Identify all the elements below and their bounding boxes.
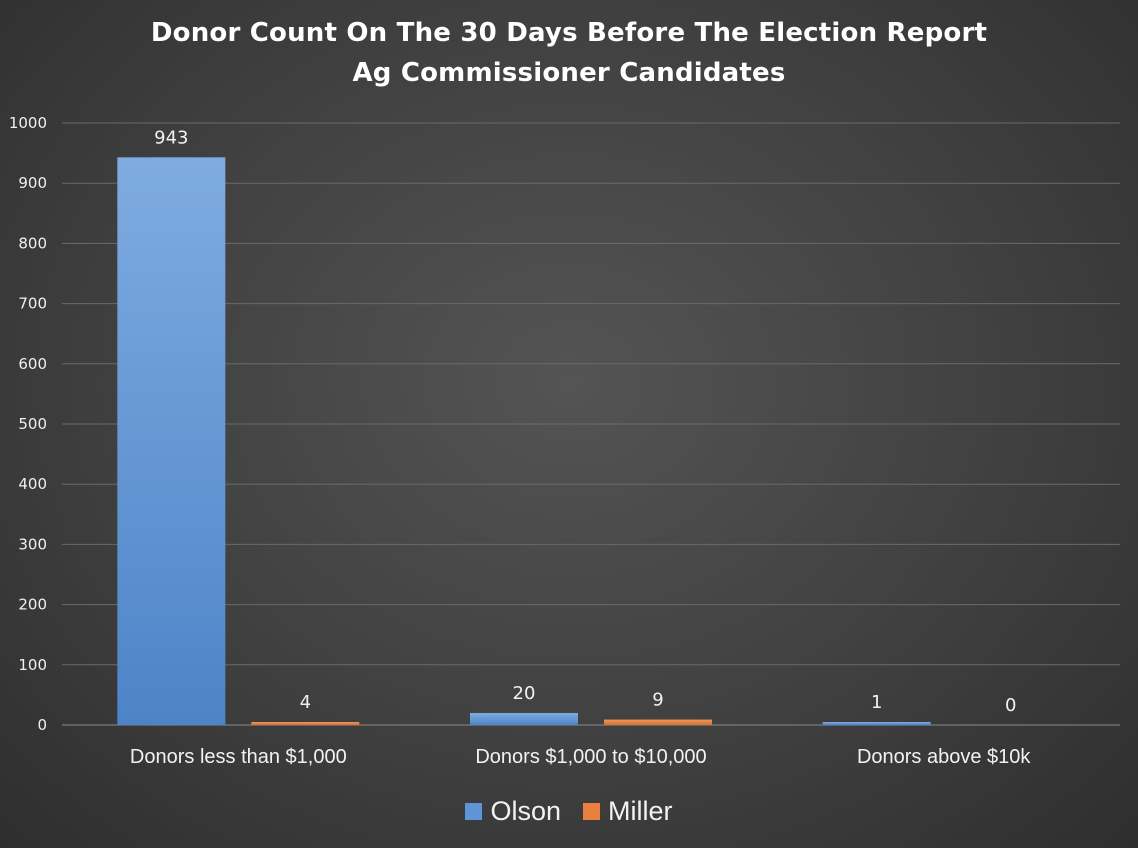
y-tick-label: 700	[18, 295, 47, 313]
data-label-olson-1: 20	[513, 683, 536, 704]
legend-swatch	[465, 803, 482, 820]
bar-olson-0	[117, 157, 225, 725]
data-label-miller-2: 0	[1005, 695, 1016, 716]
plot-area: 01002003004005006007008009001000 9434 20 9…	[0, 0, 1138, 848]
chart: Donor Count On The 30 Days Before The El…	[0, 0, 1138, 848]
data-labels: 943 4 20 9 1 0	[154, 127, 1016, 716]
bar-olson-1	[470, 713, 578, 725]
x-tick-label: Donors above $10k	[857, 746, 1031, 768]
legend-item-miller: Miller	[583, 796, 673, 827]
data-label-miller-0: 4	[300, 692, 311, 713]
y-tick-label: 1000	[9, 114, 47, 132]
y-tick-label: 100	[18, 656, 47, 674]
data-label-olson-2: 1	[871, 692, 882, 713]
bar-miller-0	[251, 722, 359, 725]
bar-miller-1	[604, 720, 712, 725]
data-label-miller-1: 9	[652, 690, 663, 711]
x-axis-ticks: Donors less than $1,000 Donors $1,000 to …	[130, 746, 1031, 768]
legend-label: Miller	[608, 796, 673, 827]
legend-item-olson: Olson	[465, 796, 561, 827]
y-tick-label: 500	[18, 415, 47, 433]
y-tick-label: 300	[18, 535, 47, 553]
legend-label: Olson	[490, 796, 561, 827]
y-axis-ticks: 0 100 200 300 400 500 600 700 800 900 1000	[9, 114, 47, 734]
x-tick-label: Donors $1,000 to $10,000	[475, 746, 706, 768]
y-tick-label: 0	[37, 716, 47, 734]
legend: Olson Miller	[0, 796, 1138, 827]
legend-swatch	[583, 803, 600, 820]
bars	[117, 157, 930, 725]
y-tick-label: 800	[18, 234, 47, 252]
data-label-olson-0: 943	[154, 127, 188, 148]
y-tick-label: 900	[18, 174, 47, 192]
bar-olson-2	[823, 722, 931, 725]
y-tick-label: 600	[18, 355, 47, 373]
y-tick-label: 200	[18, 596, 47, 614]
y-tick-label: 400	[18, 475, 47, 493]
x-tick-label: Donors less than $1,000	[130, 746, 347, 768]
